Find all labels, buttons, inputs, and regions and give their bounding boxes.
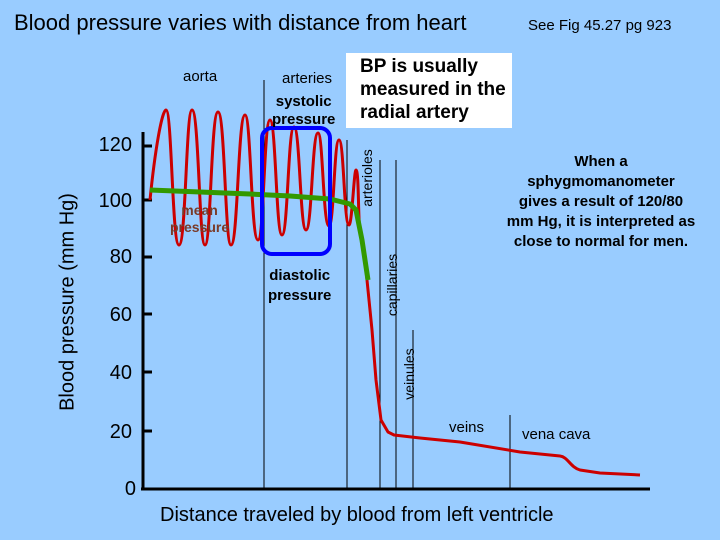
label-diastolic-line2: pressure <box>268 287 332 304</box>
figure-reference: See Fig 45.27 pg 923 <box>528 17 672 34</box>
sphygmomanometer-note: When a sphygmomanometer gives a result o… <box>506 153 696 250</box>
y-tick-label: 20 <box>109 421 132 443</box>
label-systolic-pressure: systolic pressure <box>272 93 335 129</box>
label-veins: veins <box>449 419 485 436</box>
radial-artery-highlight-box <box>260 126 332 256</box>
label-diastolic-pressure: diastolic pressure <box>268 266 331 306</box>
label-systolic-line1: systolic <box>275 93 332 110</box>
label-aorta: aorta <box>183 68 218 85</box>
y-tick-label: 40 <box>109 362 132 384</box>
label-systolic-line2: pressure <box>272 111 336 128</box>
radial-artery-callout: BP is usually measured in the radial art… <box>346 53 512 128</box>
label-arterioles: arterioles <box>359 149 375 207</box>
page-title: Blood pressure varies with distance from… <box>14 10 467 35</box>
y-tick-label: 60 <box>109 304 132 326</box>
y-axis-label: Blood pressure (mm Hg) <box>56 193 79 411</box>
y-tick-label: 120 <box>98 134 132 156</box>
label-mean-line1: mean <box>181 202 218 218</box>
label-mean-line2: pressure <box>170 219 230 235</box>
y-tick-label: 0 <box>124 478 136 500</box>
label-diastolic-line1: diastolic <box>269 267 331 284</box>
x-axis-label: Distance traveled by blood from left ven… <box>160 504 554 526</box>
label-venules: veinules <box>401 348 417 400</box>
label-vena-cava: vena cava <box>522 426 591 443</box>
y-tick-label: 100 <box>98 190 132 212</box>
y-tick-label: 80 <box>109 246 132 268</box>
label-arteries: arteries <box>282 70 333 87</box>
label-capillaries: capillaries <box>384 253 400 317</box>
label-mean-pressure: mean pressure <box>170 202 229 236</box>
y-tick-marks <box>143 144 152 433</box>
pressure-curve <box>148 108 641 477</box>
